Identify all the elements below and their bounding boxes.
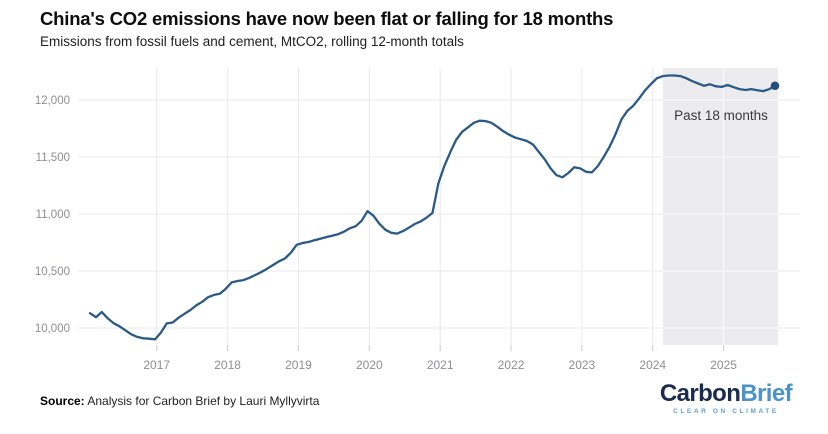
logo-brief: Brief: [740, 380, 792, 407]
highlight-region-label: Past 18 months: [674, 108, 768, 123]
chart-subtitle: Emissions from fossil fuels and cement, …: [40, 34, 464, 49]
x-tick-label: 2022: [498, 358, 525, 372]
x-tick-label: 2024: [639, 358, 666, 372]
highlight-region: [662, 68, 778, 345]
y-tick-label: 11,000: [36, 209, 70, 221]
source-label: Source:: [40, 394, 85, 408]
logo-carbon: Carbon: [659, 380, 741, 407]
carbonbrief-wordmark: CarbonBrief: [659, 380, 793, 407]
source-note: Source: Analysis for Carbon Brief by Lau…: [40, 394, 319, 408]
y-tick-label: 11,500: [36, 152, 70, 164]
x-tick-label: 2018: [214, 358, 241, 372]
x-tick-label: 2021: [427, 358, 454, 372]
chart-title: China's CO2 emissions have now been flat…: [40, 8, 614, 29]
emissions-line: [88, 74, 777, 341]
carbonbrief-logo: CarbonBrief CLEAR ON CLIMATE: [659, 380, 793, 416]
x-tick-label: 2023: [569, 358, 596, 372]
logo-tagline: CLEAR ON CLIMATE: [673, 408, 779, 415]
y-tick-label: 12,000: [35, 95, 70, 107]
y-tick-label: 10,000: [35, 323, 70, 335]
x-tick-label: 2019: [285, 358, 312, 372]
x-tick-label: 2020: [356, 358, 383, 372]
latest-value-dot: [770, 81, 780, 91]
y-tick-label: 10,500: [35, 266, 70, 278]
x-tick-label: 2025: [710, 358, 737, 372]
source-text: Analysis for Carbon Brief by Lauri Mylly…: [84, 394, 320, 408]
x-tick-label: 2017: [143, 358, 170, 372]
